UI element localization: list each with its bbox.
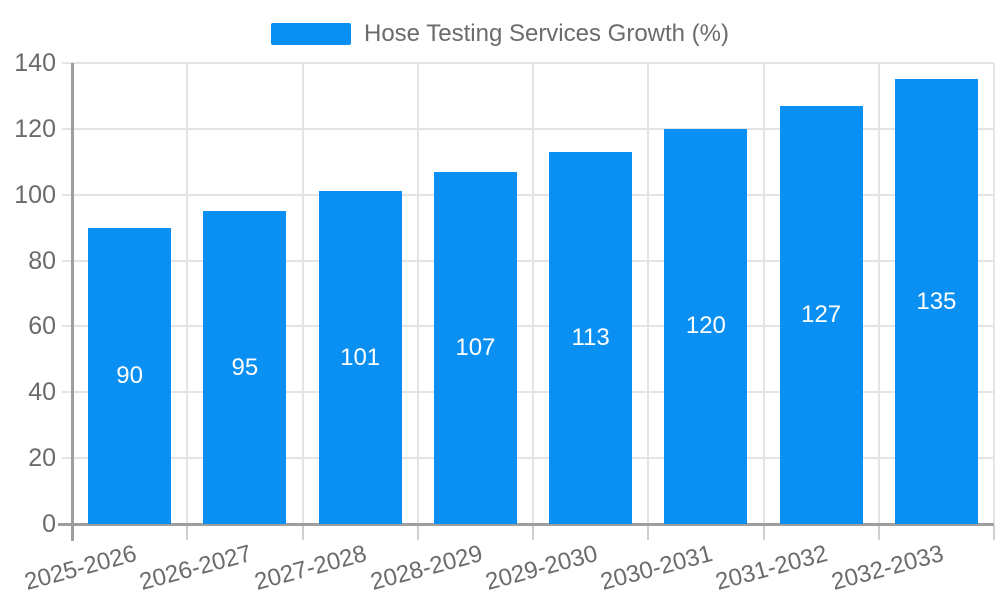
x-gridline (993, 63, 995, 524)
x-gridline (416, 63, 419, 524)
bar-value-label: 135 (916, 287, 957, 315)
y-axis-tick (62, 127, 72, 130)
y-axis-tick-label: 100 (14, 180, 56, 209)
x-gridline (301, 63, 304, 524)
bar (894, 79, 978, 524)
y-axis-tick-label: 60 (28, 312, 56, 341)
bar-value-label: 113 (571, 323, 610, 351)
bar-value-label: 120 (685, 312, 726, 340)
bar (318, 191, 402, 524)
y-axis-tick (62, 193, 72, 196)
y-axis-tick-label: 120 (14, 114, 56, 143)
y-axis-tick (62, 457, 72, 460)
x-gridline (877, 63, 880, 524)
x-axis-tick (532, 525, 534, 540)
y-axis-tick-label: 80 (28, 246, 56, 275)
bar-value-label: 90 (116, 361, 143, 389)
bar (88, 227, 172, 524)
x-gridline (186, 63, 189, 524)
bar (433, 171, 517, 524)
x-axis-tick-label: 2032-2033 (828, 540, 947, 596)
chart-legend: Hose Testing Services Growth (%) (0, 19, 1000, 47)
x-axis-tick-label: 2025-2026 (21, 540, 140, 596)
x-gridline (762, 63, 765, 524)
x-axis-tick-label: 2028-2029 (367, 540, 486, 596)
bar (779, 105, 863, 524)
x-gridline (532, 63, 534, 524)
y-axis-line (71, 63, 74, 541)
x-axis-tick (416, 525, 419, 540)
x-axis-line (58, 523, 994, 526)
x-axis-tick (993, 525, 995, 540)
bar-value-label: 95 (231, 353, 259, 381)
y-axis-tick (62, 391, 72, 394)
x-axis-tick-label: 2027-2028 (251, 540, 370, 596)
y-axis-tick-label: 20 (28, 444, 56, 473)
x-gridline (647, 63, 650, 524)
y-axis-tick-label: 0 (42, 510, 56, 538)
x-axis-tick (762, 525, 765, 540)
bar (549, 151, 633, 524)
x-axis-tick (647, 525, 650, 540)
bar (664, 128, 748, 524)
y-axis-tick (62, 62, 72, 64)
x-axis-tick (186, 525, 189, 540)
y-axis-tick (62, 259, 72, 262)
x-axis-tick-label: 2030-2031 (597, 540, 716, 596)
x-axis-tick-label: 2026-2027 (136, 540, 255, 596)
x-axis-tick-label: 2029-2030 (482, 540, 601, 596)
legend-series-label: Hose Testing Services Growth (%) (363, 19, 729, 47)
x-axis-tick (877, 525, 880, 540)
bar (203, 211, 287, 524)
legend-color-swatch (270, 22, 351, 45)
y-axis-tick (62, 325, 72, 328)
bar-value-label: 101 (340, 343, 381, 371)
x-axis-tick-label: 2031-2032 (712, 540, 831, 596)
y-axis-tick-label: 140 (14, 49, 56, 77)
y-axis-tick-label: 40 (28, 378, 56, 407)
bar-value-label: 107 (455, 333, 496, 361)
x-axis-tick (301, 525, 304, 540)
bar-value-label: 127 (801, 300, 842, 328)
